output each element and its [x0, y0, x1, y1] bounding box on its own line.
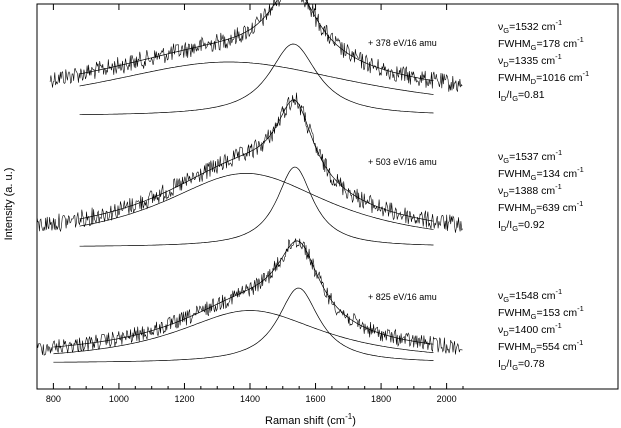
- g-band-fit: [53, 287, 434, 363]
- d-band-fit: [79, 61, 434, 95]
- y-axis-title: Intensity (a. u.): [3, 168, 15, 241]
- g-band-fit: [79, 166, 434, 247]
- plot-frame: [36, 3, 619, 390]
- fit-parameter: FWHMG=134 cm-1: [498, 165, 584, 182]
- fit-parameter: FWHMG=153 cm-1: [498, 304, 584, 321]
- fit-parameter: νD=1400 cm-1: [498, 321, 562, 338]
- panel-energy-label: + 503 eV/16 amu: [368, 157, 437, 167]
- g-band-fit: [79, 43, 434, 116]
- x-tick-label: 1400: [240, 394, 260, 404]
- fit-parameter: FWHMD=554 cm-1: [498, 338, 583, 355]
- x-axis-ticks: 800 1000 1200 1400 1600 1800 2000: [36, 4, 464, 404]
- fit-envelope: [79, 99, 434, 222]
- x-tick-label: 1200: [174, 394, 194, 404]
- fit-parameter: ID/IG=0.78: [498, 358, 545, 372]
- fit-envelope: [79, 0, 434, 82]
- panel-energy-label: + 825 eV/16 amu: [368, 292, 437, 302]
- spectrum-trace: [49, 0, 463, 92]
- x-tick-label: 1600: [306, 394, 326, 404]
- panel-energy-label: + 378 eV/16 amu: [368, 38, 437, 48]
- x-tick-label: 2000: [437, 394, 457, 404]
- fit-parameter: νG=1532 cm-1: [498, 18, 562, 35]
- fit-parameter: νD=1335 cm-1: [498, 52, 562, 69]
- x-tick-label: 1800: [371, 394, 391, 404]
- x-tick-label: 1000: [109, 394, 129, 404]
- fit-parameter: FWHMD=639 cm-1: [498, 199, 583, 216]
- spectra-traces: [36, 0, 463, 363]
- fit-parameter: νG=1548 cm-1: [498, 287, 562, 304]
- fit-parameter: FWHMG=178 cm-1: [498, 35, 584, 52]
- x-axis-title: Raman shift (cm-1): [265, 412, 356, 427]
- spectrum-trace: [36, 92, 463, 233]
- x-tick-label: 800: [46, 394, 61, 404]
- fit-parameter: FWHMD=1016 cm-1: [498, 69, 589, 86]
- fit-parameter: ID/IG=0.92: [498, 219, 545, 233]
- fit-parameter: νG=1537 cm-1: [498, 148, 562, 165]
- fit-parameter: ID/IG=0.81: [498, 89, 545, 103]
- fit-envelope: [53, 240, 434, 348]
- d-band-fit: [53, 310, 434, 355]
- spectrum-trace: [36, 238, 463, 356]
- fit-parameter: νD=1388 cm-1: [498, 182, 562, 199]
- d-band-fit: [79, 173, 434, 230]
